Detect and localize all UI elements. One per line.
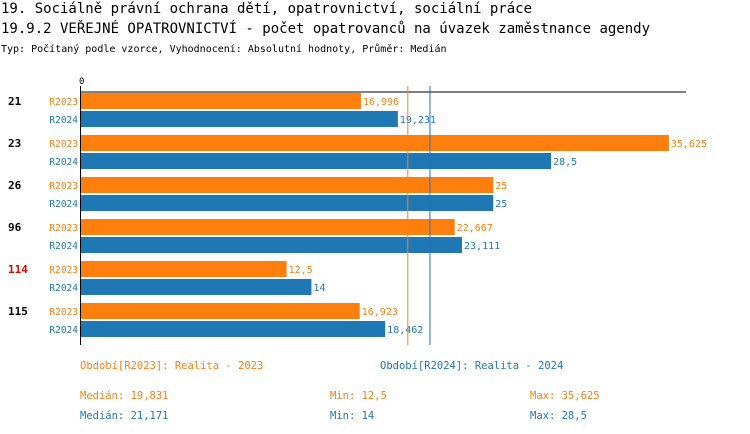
bar-r2024-96 [81, 237, 463, 253]
bar-r2023-21 [81, 93, 361, 109]
value-label-r2023-23: 35,625 [671, 139, 707, 150]
bar-r2023-23 [81, 135, 669, 151]
series-label-r2023-21: R2023 [49, 97, 78, 108]
stat-min-r2024: Min: 14 [330, 410, 375, 422]
bar-r2024-115 [81, 321, 386, 337]
bar-r2024-21 [81, 111, 398, 127]
series-label-r2023-115: R2023 [49, 307, 78, 318]
value-label-r2023-96: 22,667 [457, 223, 493, 234]
stat-median-r2024: Medián: 21,171 [80, 410, 169, 422]
series-label-r2024-23: R2024 [49, 157, 78, 168]
stat-max-r2024: Max: 28,5 [530, 410, 587, 422]
series-label-r2023-26: R2023 [49, 181, 78, 192]
group-label-23: 23 [8, 137, 21, 150]
group-label-114: 114 [8, 263, 28, 276]
bar-r2023-114 [81, 261, 287, 277]
series-label-r2024-21: R2024 [49, 115, 78, 126]
stat-median-r2023: Medián: 19,831 [80, 390, 169, 402]
stat-min-r2023: Min: 12,5 [330, 390, 387, 402]
bar-r2024-114 [81, 279, 312, 295]
value-label-r2023-114: 12,5 [289, 265, 313, 276]
group-label-26: 26 [8, 179, 22, 192]
series-label-r2023-96: R2023 [49, 223, 78, 234]
series-label-r2023-114: R2023 [49, 265, 78, 276]
value-label-r2023-26: 25 [495, 181, 507, 192]
stat-max-r2023: Max: 35,625 [530, 390, 600, 402]
value-label-r2024-26: 25 [495, 199, 507, 210]
group-label-21: 21 [8, 95, 22, 108]
series-label-r2024-96: R2024 [49, 241, 78, 252]
legend-period-r2023: Období[R2023]: Realita - 2023 [80, 360, 264, 372]
bar-r2024-26 [81, 195, 494, 211]
bar-r2023-26 [81, 177, 494, 193]
chart-type-description: Typ: Počítaný podle vzorce, Vyhodnocení:… [1, 44, 447, 55]
series-label-r2024-115: R2024 [49, 325, 78, 336]
chart-subtitle-indicator: 19.9.2 VEŘEJNÉ OPATROVNICTVÍ - počet opa… [1, 21, 651, 37]
group-label-115: 115 [8, 305, 28, 318]
bar-r2023-96 [81, 219, 455, 235]
value-label-r2024-23: 28,5 [553, 157, 577, 168]
value-label-r2024-96: 23,111 [464, 241, 500, 252]
bar-r2024-23 [81, 153, 552, 169]
bar-r2023-115 [81, 303, 360, 319]
series-label-r2024-114: R2024 [49, 283, 78, 294]
axis-zero-label: 0 [79, 77, 84, 87]
value-label-r2024-115: 18,462 [387, 325, 423, 336]
chart-title: 19. Sociálně právní ochrana dětí, opatro… [1, 1, 533, 17]
value-label-r2024-21: 19,231 [400, 115, 436, 126]
value-label-r2023-21: 16,996 [363, 97, 399, 108]
value-label-r2023-115: 16,923 [362, 307, 398, 318]
series-label-r2023-23: R2023 [49, 139, 78, 150]
group-label-96: 96 [8, 221, 22, 234]
value-label-r2024-114: 14 [313, 283, 325, 294]
legend-period-r2024: Období[R2024]: Realita - 2024 [380, 360, 564, 372]
series-label-r2024-26: R2024 [49, 199, 78, 210]
